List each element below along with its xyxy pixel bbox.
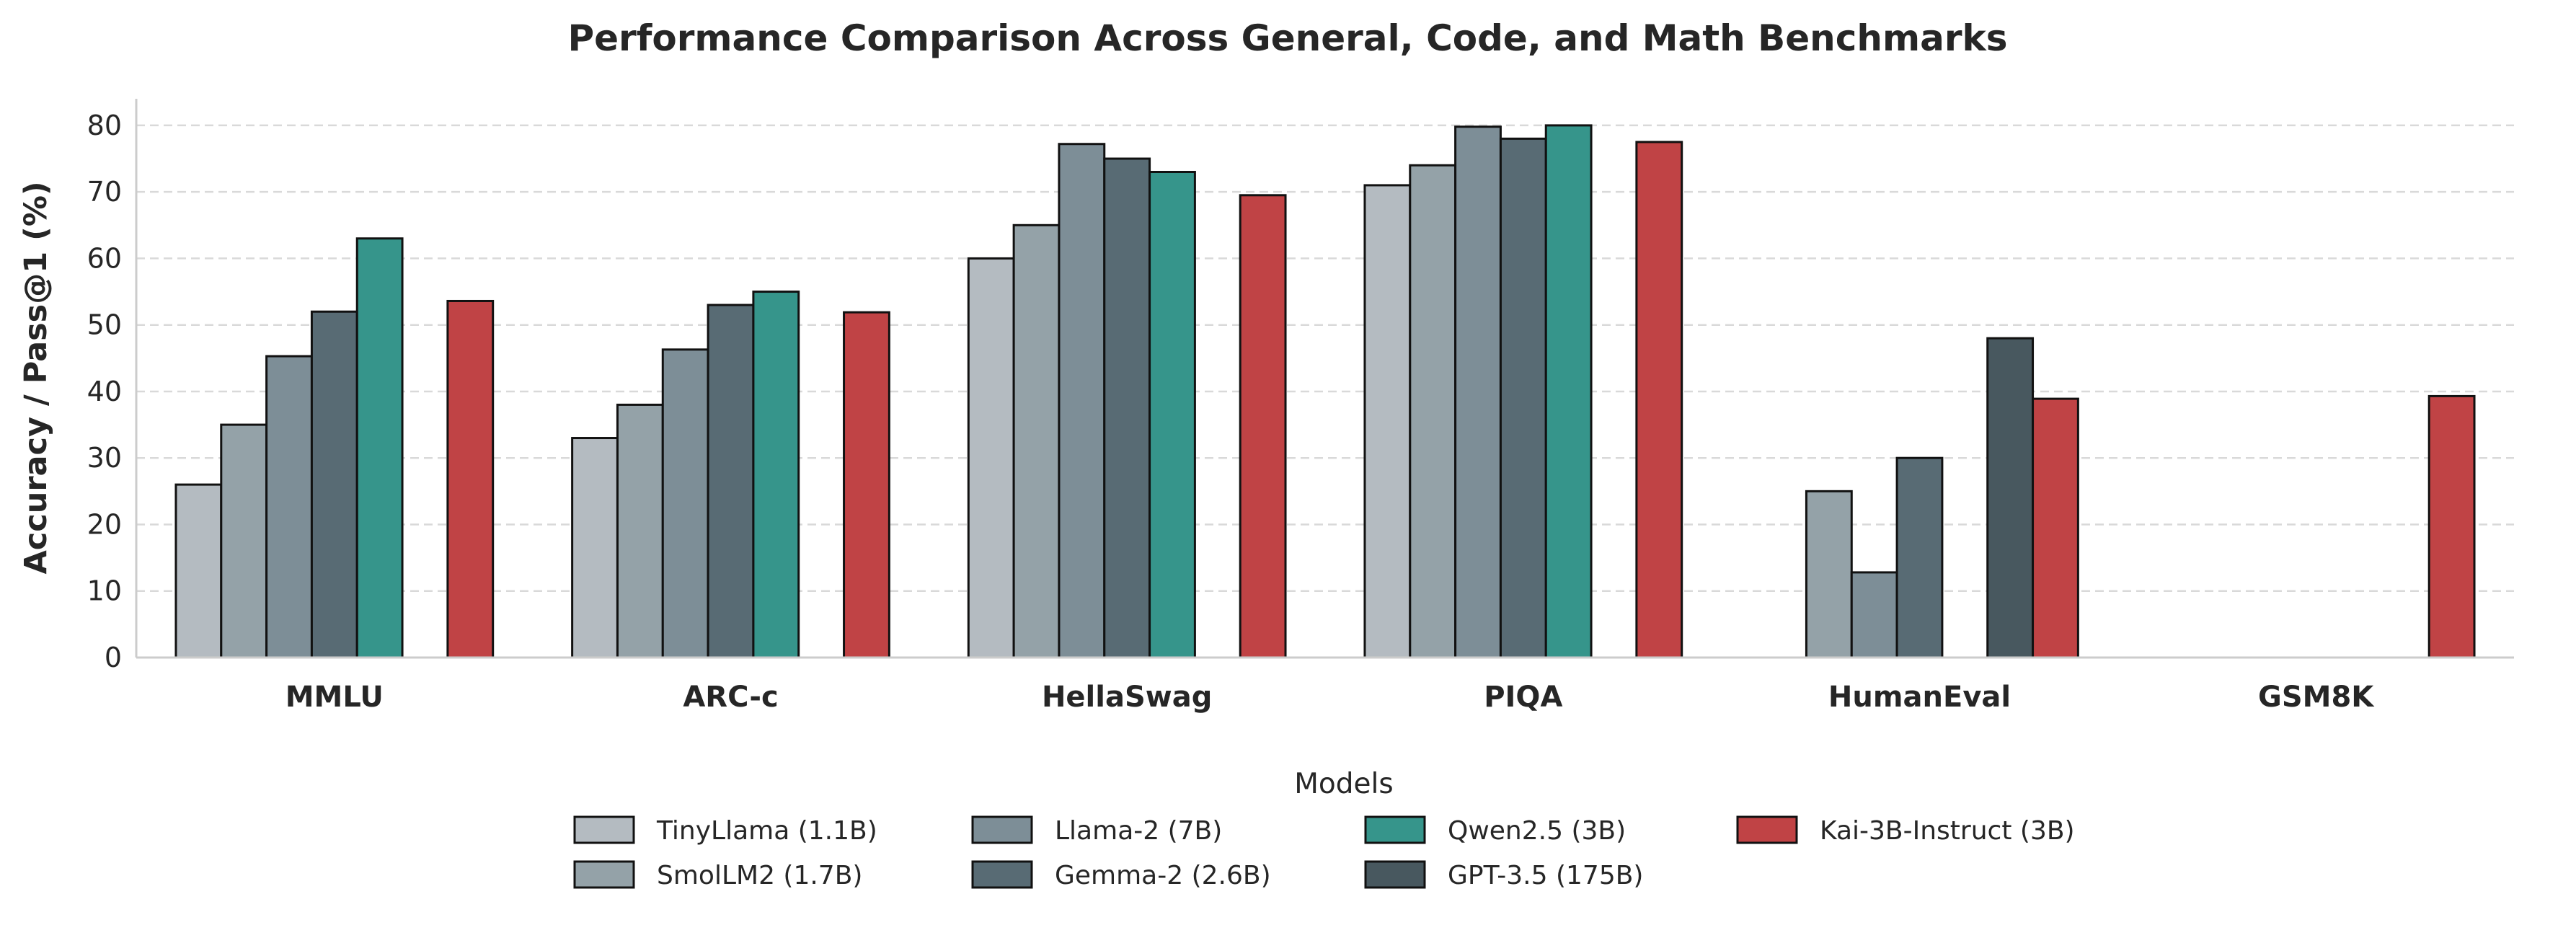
legend-label: GPT-3.5 (175B) <box>1448 861 1643 890</box>
legend-swatch <box>971 860 1033 889</box>
legend-label: Qwen2.5 (3B) <box>1448 816 1626 846</box>
legend-item: TinyLlama (1.1B) <box>573 815 877 846</box>
bars <box>174 124 2476 659</box>
legend-swatch <box>573 815 635 844</box>
x-tick-label: HellaSwag <box>1042 681 1212 714</box>
y-tick-label: 80 <box>87 110 122 141</box>
bar-piqa-smollm2-1-7b <box>1409 164 1457 659</box>
bar-mmlu-tinyllama-1-1b <box>174 483 223 659</box>
legend-swatch <box>1364 815 1426 844</box>
legend-item: SmolLM2 (1.7B) <box>573 860 862 890</box>
y-tick-label: 20 <box>87 508 122 540</box>
legend-item: Kai-3B-Instruct (3B) <box>1736 815 2075 846</box>
bar-mmlu-llama-2-7b <box>265 355 313 659</box>
x-tick-label: PIQA <box>1484 681 1562 714</box>
legend-item: Gemma-2 (2.6B) <box>971 860 1271 890</box>
bar-mmlu-qwen2-5-3b <box>355 237 404 659</box>
bar-arc-c-gemma-2-2-6b <box>707 304 755 659</box>
bar-gsm8k-kai-3b-instruct-3b <box>2427 394 2476 659</box>
y-tick-labels: 0 10 20 30 40 50 60 70 80 <box>87 110 122 673</box>
bar-hellaswag-qwen2-5-3b <box>1148 170 1196 659</box>
bar-humaneval-smollm2-1-7b <box>1805 490 1853 659</box>
legend-item: Qwen2.5 (3B) <box>1364 815 1626 846</box>
legend-swatch <box>1736 815 1798 844</box>
bar-humaneval-gpt-3-5-175b <box>1986 337 2035 659</box>
bar-mmlu-smollm2-1-7b <box>220 423 268 659</box>
bar-hellaswag-smollm2-1-7b <box>1012 223 1061 659</box>
y-tick-label: 70 <box>87 176 122 208</box>
y-tick-label: 0 <box>105 642 122 673</box>
bar-piqa-tinyllama-1-1b <box>1363 184 1412 659</box>
x-tick-label: ARC-c <box>683 681 778 714</box>
x-tick-label: GSM8K <box>2258 681 2375 714</box>
y-tick-label: 10 <box>87 575 122 607</box>
bar-hellaswag-kai-3b-instruct-3b <box>1239 194 1287 659</box>
bar-hellaswag-tinyllama-1-1b <box>967 257 1015 659</box>
legend-label: TinyLlama (1.1B) <box>656 816 877 846</box>
legend-swatch <box>971 815 1033 844</box>
legend-swatch <box>1364 860 1426 889</box>
bar-arc-c-smollm2-1-7b <box>616 403 664 659</box>
y-axis-label: Accuracy / Pass@1 (%) <box>18 181 54 574</box>
bar-humaneval-kai-3b-instruct-3b <box>2032 397 2079 659</box>
bar-piqa-llama-2-7b <box>1454 125 1502 659</box>
bar-hellaswag-gemma-2-2-6b <box>1103 157 1151 659</box>
bar-arc-c-kai-3b-instruct-3b <box>843 311 890 659</box>
legend-label: SmolLM2 (1.7B) <box>657 861 862 890</box>
legend: TinyLlama (1.1B) SmolLM2 (1.7B) Llama-2 (7… <box>573 815 2075 890</box>
y-tick-label: 40 <box>87 376 122 407</box>
x-tick-label: MMLU <box>286 681 384 714</box>
legend-item: GPT-3.5 (175B) <box>1364 860 1643 890</box>
bar-humaneval-llama-2-7b <box>1850 571 1898 659</box>
bar-arc-c-llama-2-7b <box>661 348 709 659</box>
y-tick-label: 50 <box>87 309 122 341</box>
x-tick-label: HumanEval <box>1828 681 2011 714</box>
chart-title: Performance Comparison Across General, C… <box>567 17 2007 59</box>
x-tick-labels: MMLU ARC-c HellaSwag PIQA HumanEval GSM8K <box>286 681 2376 714</box>
y-tick-label: 60 <box>87 242 122 274</box>
legend-label: Llama-2 (7B) <box>1055 816 1222 846</box>
legend-title: Models <box>1294 768 1393 800</box>
y-tick-label: 30 <box>87 442 122 474</box>
legend-label: Gemma-2 (2.6B) <box>1055 861 1271 890</box>
bar-arc-c-tinyllama-1-1b <box>571 437 619 659</box>
legend-swatch <box>573 860 635 889</box>
legend-label: Kai-3B-Instruct (3B) <box>1820 816 2075 846</box>
legend-item: Llama-2 (7B) <box>971 815 1222 846</box>
bar-mmlu-gemma-2-2-6b <box>310 310 358 659</box>
bar-hellaswag-llama-2-7b <box>1058 143 1106 659</box>
bar-humaneval-gemma-2-2-6b <box>1895 456 1944 659</box>
bar-arc-c-qwen2-5-3b <box>752 291 800 659</box>
bar-piqa-kai-3b-instruct-3b <box>1635 141 1683 659</box>
bar-piqa-gemma-2-2-6b <box>1499 137 1547 659</box>
bar-mmlu-kai-3b-instruct-3b <box>446 299 495 659</box>
bar-piqa-qwen2-5-3b <box>1544 124 1593 659</box>
